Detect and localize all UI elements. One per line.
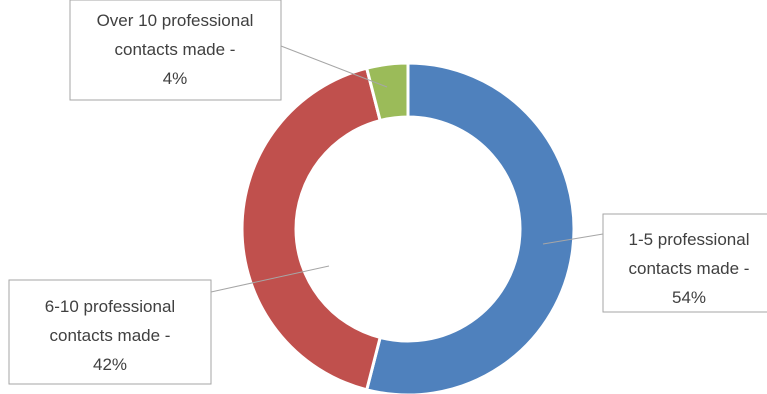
doughnut-slices — [240, 61, 576, 394]
leader-line-1-5 — [542, 233, 604, 245]
data-label-6-10: 6-10 professional contacts made - 42% — [8, 279, 212, 385]
label-1-5-line-3: 54% — [672, 288, 706, 307]
label-6-10-line-3: 42% — [93, 355, 127, 374]
slice-6-10 — [240, 66, 382, 392]
data-label-over-10: Over 10 professional contacts made - 4% — [69, 0, 282, 101]
slice-over-10 — [364, 61, 410, 123]
label-6-10-line-2: contacts made - — [50, 326, 171, 345]
label-6-10-line-1: 6-10 professional — [45, 297, 175, 316]
label-1-5-line-1: 1-5 professional — [629, 230, 750, 249]
label-1-5-line-2: contacts made - — [629, 259, 750, 278]
leader-line-6-10 — [210, 265, 330, 293]
callout-box-over-10 — [69, 0, 282, 101]
data-label-1-5: 1-5 professional contacts made - 54% — [602, 213, 767, 313]
label-over-10-line-2: contacts made - — [115, 40, 236, 59]
callout-box-6-10 — [8, 279, 212, 385]
label-over-10-line-3: 4% — [163, 69, 188, 88]
callout-box-1-5 — [602, 213, 767, 313]
label-over-10-line-1: Over 10 professional — [97, 11, 254, 30]
leader-lines — [210, 45, 604, 293]
slice-1-5 — [364, 61, 576, 394]
leader-line-over-10 — [280, 45, 388, 88]
